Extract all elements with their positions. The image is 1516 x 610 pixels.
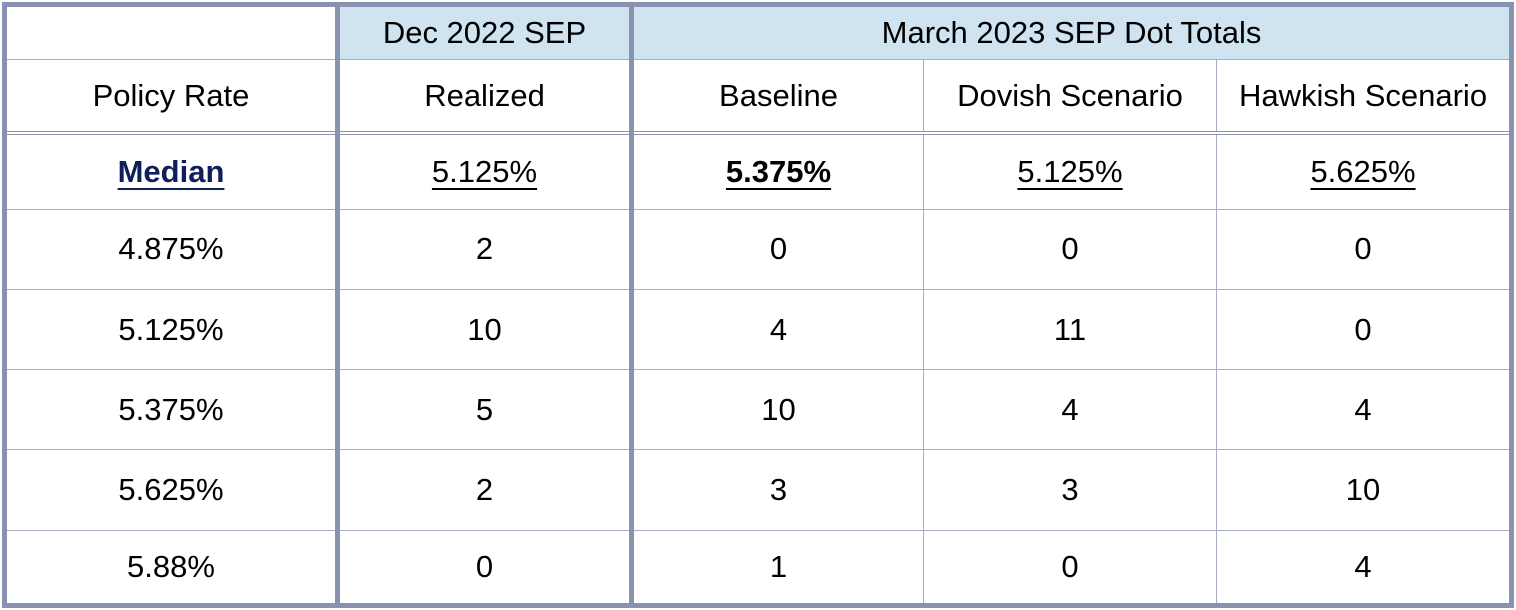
- baseline-cell: 0: [631, 208, 924, 290]
- dovish-cell: 4: [923, 369, 1217, 451]
- baseline-cell: 4: [631, 288, 924, 371]
- baseline-cell: 10: [631, 369, 924, 451]
- median-baseline: 5.375%: [725, 153, 832, 189]
- column-header-hawkish: Hawkish Scenario: [1215, 59, 1513, 134]
- hawkish-cell: 0: [1215, 208, 1513, 290]
- rate-cell: 5.625%: [4, 449, 340, 531]
- dovish-cell: 3: [923, 449, 1217, 531]
- hawkish-cell: 4: [1215, 529, 1513, 607]
- realized-cell: 0: [337, 529, 634, 607]
- table-row: 5.125% 10 4 11 0: [4, 288, 1513, 371]
- median-baseline-cell: 5.375%: [631, 130, 924, 210]
- median-dovish: 5.125%: [1017, 153, 1123, 189]
- median-label-cell: Median: [4, 130, 340, 210]
- baseline-cell: 3: [631, 449, 924, 531]
- median-row: Median 5.125% 5.375% 5.125% 5.625%: [4, 130, 1513, 210]
- group-header-dec-2022: Dec 2022 SEP: [337, 3, 634, 61]
- realized-cell: 2: [337, 208, 634, 290]
- rate-cell: 4.875%: [4, 208, 340, 290]
- group-header-march-2023: March 2023 SEP Dot Totals: [630, 3, 1513, 61]
- median-dovish-cell: 5.125%: [923, 130, 1217, 210]
- table-row: 5.375% 5 10 4 4: [4, 369, 1513, 451]
- hawkish-cell: 4: [1215, 369, 1513, 451]
- baseline-cell: 1: [631, 529, 924, 607]
- column-header-dovish: Dovish Scenario: [923, 59, 1217, 134]
- rate-cell: 5.88%: [4, 529, 340, 607]
- hawkish-cell: 0: [1215, 288, 1513, 371]
- table-row: 4.875% 2 0 0 0: [4, 208, 1513, 290]
- hawkish-cell: 10: [1215, 449, 1513, 531]
- median-realized: 5.125%: [431, 153, 538, 189]
- median-realized-cell: 5.125%: [337, 130, 634, 210]
- rate-cell: 5.125%: [4, 288, 340, 371]
- realized-cell: 2: [337, 449, 634, 531]
- group-header-row: Dec 2022 SEP March 2023 SEP Dot Totals: [4, 3, 1513, 61]
- column-header-baseline: Baseline: [631, 59, 924, 134]
- column-header-row: Policy Rate Realized Baseline Dovish Sce…: [4, 59, 1513, 134]
- realized-cell: 5: [337, 369, 634, 451]
- table-row: 5.88% 0 1 0 4: [4, 529, 1513, 607]
- dovish-cell: 0: [923, 208, 1217, 290]
- column-header-realized: Realized: [337, 59, 634, 134]
- realized-cell: 10: [337, 288, 634, 371]
- median-hawkish-cell: 5.625%: [1215, 130, 1513, 210]
- column-header-policy-rate: Policy Rate: [4, 59, 340, 134]
- median-label: Median: [117, 153, 225, 189]
- dovish-cell: 0: [923, 529, 1217, 607]
- dovish-cell: 11: [923, 288, 1217, 371]
- median-hawkish: 5.625%: [1310, 153, 1416, 189]
- group-header-empty-cell: [4, 3, 340, 61]
- rate-cell: 5.375%: [4, 369, 340, 451]
- table-row: 5.625% 2 3 3 10: [4, 449, 1513, 531]
